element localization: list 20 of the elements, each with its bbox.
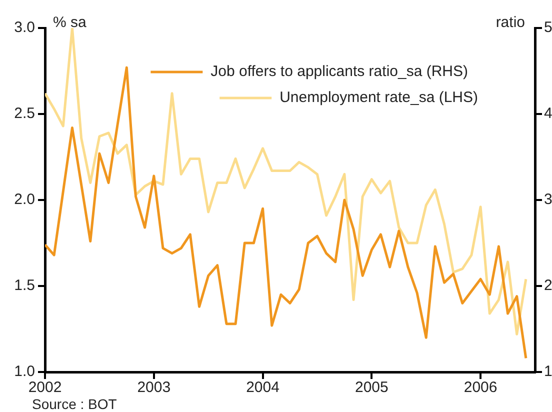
y-tick-label: 1.5 [14,277,35,294]
y-tick-label: 3.0 [14,19,35,36]
legend-label: Job offers to applicants ratio_sa (RHS) [210,63,468,80]
y2-tick-label: 2 [544,277,552,294]
y-axis-title: % sa [53,14,88,32]
y-tick-label: 2.5 [14,105,35,122]
y2-axis-title: ratio [496,14,525,32]
legend-label: Unemployment rate_sa (LHS) [280,89,478,106]
x-tick-label: 2002 [28,379,62,396]
y2-tick-label: 4 [544,105,552,122]
x-tick-label: 2004 [246,379,280,396]
x-tick-label: 2006 [464,379,498,396]
y2-tick-label: 5 [544,19,552,36]
source-note: Source : BOT [32,396,118,412]
x-tick-label: 2005 [354,379,388,396]
x-tick-label: 2003 [137,379,171,396]
y2-tick-label: 1 [544,363,552,380]
y-tick-label: 1.0 [14,363,35,380]
y2-tick-label: 3 [544,191,552,208]
y-tick-label: 2.0 [14,191,35,208]
